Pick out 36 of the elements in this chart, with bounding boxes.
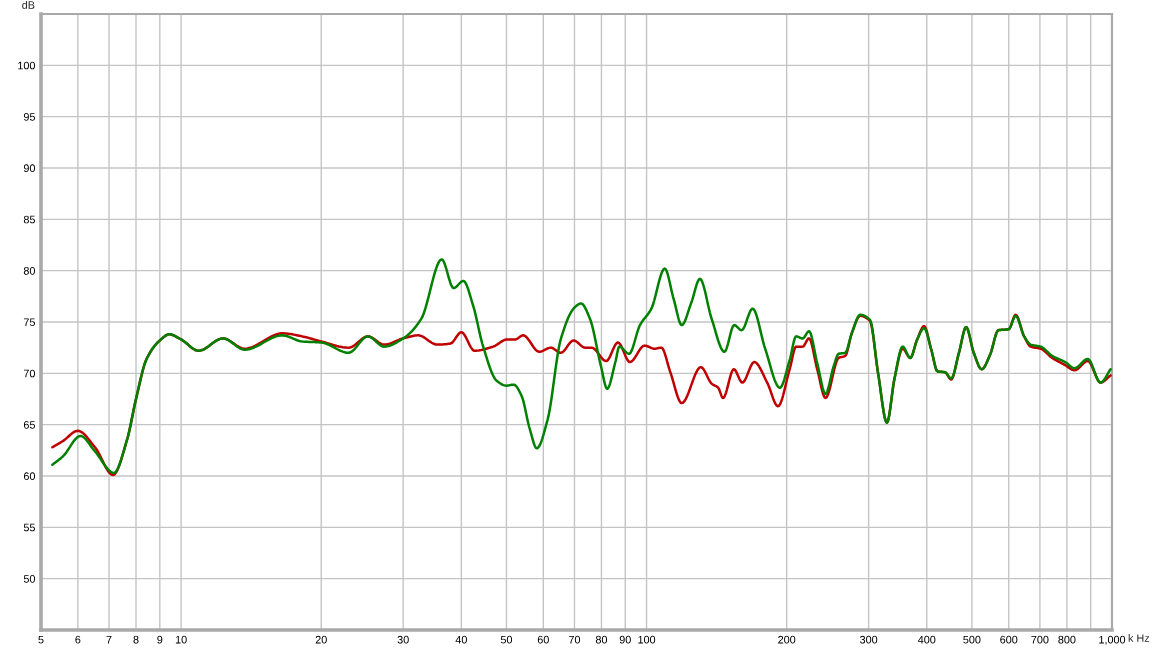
x-tick-label: 700 bbox=[1031, 635, 1049, 644]
x-tick-label: 7 bbox=[106, 635, 112, 644]
x-tick-label: 70 bbox=[568, 635, 581, 644]
y-axis-title: dB bbox=[22, 0, 35, 9]
x-axis-title: k Hz bbox=[1128, 634, 1150, 642]
x-tick-label: 30 bbox=[397, 635, 409, 644]
x-tick-label: 1,000 bbox=[1099, 635, 1126, 645]
x-tick-label: 90 bbox=[619, 635, 631, 644]
x-tick-label: 600 bbox=[1000, 635, 1018, 644]
x-tick-label: 200 bbox=[778, 635, 796, 644]
y-tick-label: 55 bbox=[23, 523, 35, 532]
y-tick-label: 80 bbox=[23, 267, 36, 275]
x-tick-label: 800 bbox=[1058, 635, 1076, 644]
y-tick-label: 75 bbox=[23, 318, 35, 327]
y-tick-label: 65 bbox=[23, 421, 35, 429]
x-tick-label: 8 bbox=[133, 635, 139, 644]
y-tick-label: 85 bbox=[23, 215, 35, 224]
x-tick-label: 50 bbox=[500, 635, 513, 644]
x-tick-label: 20 bbox=[315, 635, 327, 644]
x-tick-label: 80 bbox=[595, 635, 608, 644]
x-tick-label: 6 bbox=[75, 635, 81, 644]
y-tick-label: 95 bbox=[23, 113, 35, 121]
y-tick-label: 100 bbox=[18, 61, 36, 70]
x-tick-label: 40 bbox=[455, 635, 467, 644]
x-tick-label: 10 bbox=[175, 635, 187, 644]
x-tick-label: 60 bbox=[537, 635, 549, 644]
y-tick-label: 50 bbox=[23, 575, 36, 583]
x-tick-label: 400 bbox=[917, 635, 936, 644]
x-tick-label: 300 bbox=[860, 635, 878, 644]
y-tick-label: 60 bbox=[23, 472, 36, 481]
x-tick-label: 9 bbox=[157, 635, 163, 644]
y-tick-label: 70 bbox=[23, 369, 36, 378]
x-tick-label: 500 bbox=[963, 635, 981, 644]
y-tick-label: 90 bbox=[23, 164, 36, 173]
x-tick-label: 100 bbox=[638, 635, 656, 644]
x-tick-label: 5 bbox=[38, 635, 44, 644]
